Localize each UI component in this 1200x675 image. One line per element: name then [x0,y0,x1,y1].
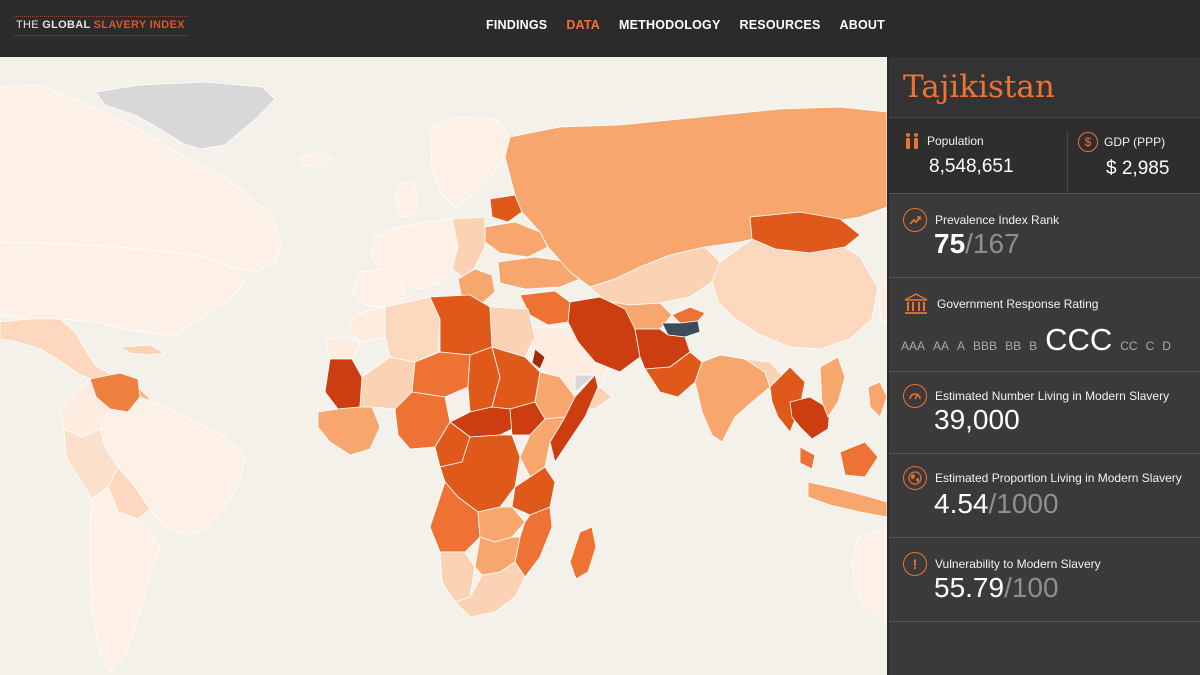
country-name: Tajikistan [889,57,1200,117]
country-west-africa-coast[interactable] [317,406,381,456]
country-algeria[interactable] [384,296,441,363]
country-kyrgyzstan[interactable] [671,306,706,324]
country-south-africa[interactable] [454,561,526,618]
country-namibia[interactable] [439,551,476,603]
gdp-label: GDP (PPP) [1104,135,1166,149]
country-mauritania[interactable] [324,358,363,410]
rating-bb: BB [1005,339,1022,353]
country-angola[interactable] [429,481,481,553]
country-iberia[interactable] [351,268,406,308]
gdp-value: $ 2,985 [1106,158,1170,179]
country-japan[interactable] [879,281,887,323]
rating-d: D [1162,339,1171,353]
site-logo[interactable]: THE GLOBAL SLAVERY INDEX [14,16,187,36]
est-prop-value: 4.54 [934,488,989,519]
trend-up-icon [903,208,927,232]
estimated-proportion-section: Estimated Proportion Living in Modern Sl… [889,453,1200,537]
country-philippines[interactable] [867,381,887,418]
exclamation-icon: ! [903,552,927,576]
nav-methodology[interactable]: METHODOLOGY [619,18,721,32]
country-egypt[interactable] [489,306,536,358]
rank-label: Prevalence Index Rank [935,213,1060,227]
rating-ccc-selected: CCC [1045,322,1113,357]
country-detail-panel: Tajikistan Population 8,548,651 $ GDP (P… [887,57,1200,675]
population-value: 8,548,651 [929,156,1014,177]
nav-about[interactable]: ABOUT [839,18,885,32]
country-india[interactable] [694,354,771,443]
country-iran[interactable] [567,296,641,373]
vuln-value: 55.79 [934,572,1005,603]
est-number-value: 39,000 [934,404,1020,435]
country-cuba[interactable] [119,344,166,356]
country-argentina-chile[interactable] [89,486,161,673]
est-number-label: Estimated Number Living in Modern Slaver… [935,389,1170,403]
country-eritrea[interactable] [531,348,546,370]
logo-word-slavery: SLAVERY [93,19,150,31]
rating-bbb: BBB [973,339,998,353]
country-uk[interactable] [395,180,419,218]
gdp-stat: $ GDP (PPP) $ 2,985 [1067,132,1200,192]
rating-c: C [1145,339,1155,353]
country-scandinavia[interactable] [429,116,511,208]
panel-footer-space [889,621,1200,675]
nav-resources[interactable]: RESOURCES [739,18,821,32]
country-somalia[interactable] [549,374,599,463]
top-navigation-bar: THE GLOBAL SLAVERY INDEX FINDINGS DATA M… [0,0,1200,57]
country-madagascar[interactable] [569,526,597,580]
population-label: Population [927,134,984,148]
rank-total: /167 [965,228,1020,259]
country-malaysia[interactable] [799,446,816,470]
country-indonesia[interactable] [807,481,887,518]
country-vietnam[interactable] [819,356,846,418]
rating-scale: AAA AA A BBB BB B CCC CC C D [901,322,1171,358]
estimated-number-section: Estimated Number Living in Modern Slaver… [889,371,1200,453]
country-tanzania[interactable] [511,466,556,516]
nav-findings[interactable]: FINDINGS [486,18,548,32]
country-ukraine[interactable] [484,221,549,258]
country-iceland[interactable] [299,152,333,168]
rating-aaa: AAA [901,339,926,353]
country-thailand-cambodia[interactable] [789,396,831,440]
rating-cc: CC [1120,339,1138,353]
logo-word-the: THE [16,19,43,31]
logo-word-index: INDEX [149,19,185,31]
vuln-label: Vulnerability to Modern Slavery [935,557,1101,571]
rating-b: B [1029,339,1038,353]
country-somaliland[interactable] [574,374,596,393]
logo-word-global: GLOBAL [42,19,94,31]
rank-value: 75 [934,228,966,259]
country-russia[interactable] [504,106,887,288]
people-icon [906,133,918,149]
country-borneo[interactable] [839,441,879,478]
world-map[interactable] [0,57,887,675]
country-china[interactable] [711,238,879,350]
population-stat: Population 8,548,651 [903,132,1063,178]
govt-label: Government Response Rating [937,297,1099,311]
main-nav: FINDINGS DATA METHODOLOGY RESOURCES ABOU… [486,18,885,32]
vuln-total: /100 [1004,572,1059,603]
country-western-sahara[interactable] [324,336,361,360]
prevalence-rank-section: Prevalence Index Rank 75/167 [889,193,1200,277]
est-prop-label: Estimated Proportion Living in Modern Sl… [935,471,1182,485]
est-prop-total: /1000 [988,488,1059,519]
rating-aa: AA [933,339,950,353]
vulnerability-section: ! Vulnerability to Modern Slavery 55.79/… [889,537,1200,621]
nav-data[interactable]: DATA [566,18,600,32]
basic-stats: Population 8,548,651 $ GDP (PPP) $ 2,985 [889,117,1200,193]
country-greenland[interactable] [94,81,276,150]
country-belarus[interactable] [489,194,523,223]
globe-icon [903,466,927,490]
dollar-icon: $ [1078,132,1098,152]
world-map-svg[interactable] [0,57,887,675]
gauge-icon [903,384,927,408]
government-response-section: Government Response Rating AAA AA A BBB … [889,277,1200,371]
government-building-icon [903,292,929,316]
country-australia[interactable] [851,526,887,618]
country-mexico[interactable] [0,318,113,384]
country-turkey[interactable] [497,256,581,290]
rating-a: A [957,339,966,353]
